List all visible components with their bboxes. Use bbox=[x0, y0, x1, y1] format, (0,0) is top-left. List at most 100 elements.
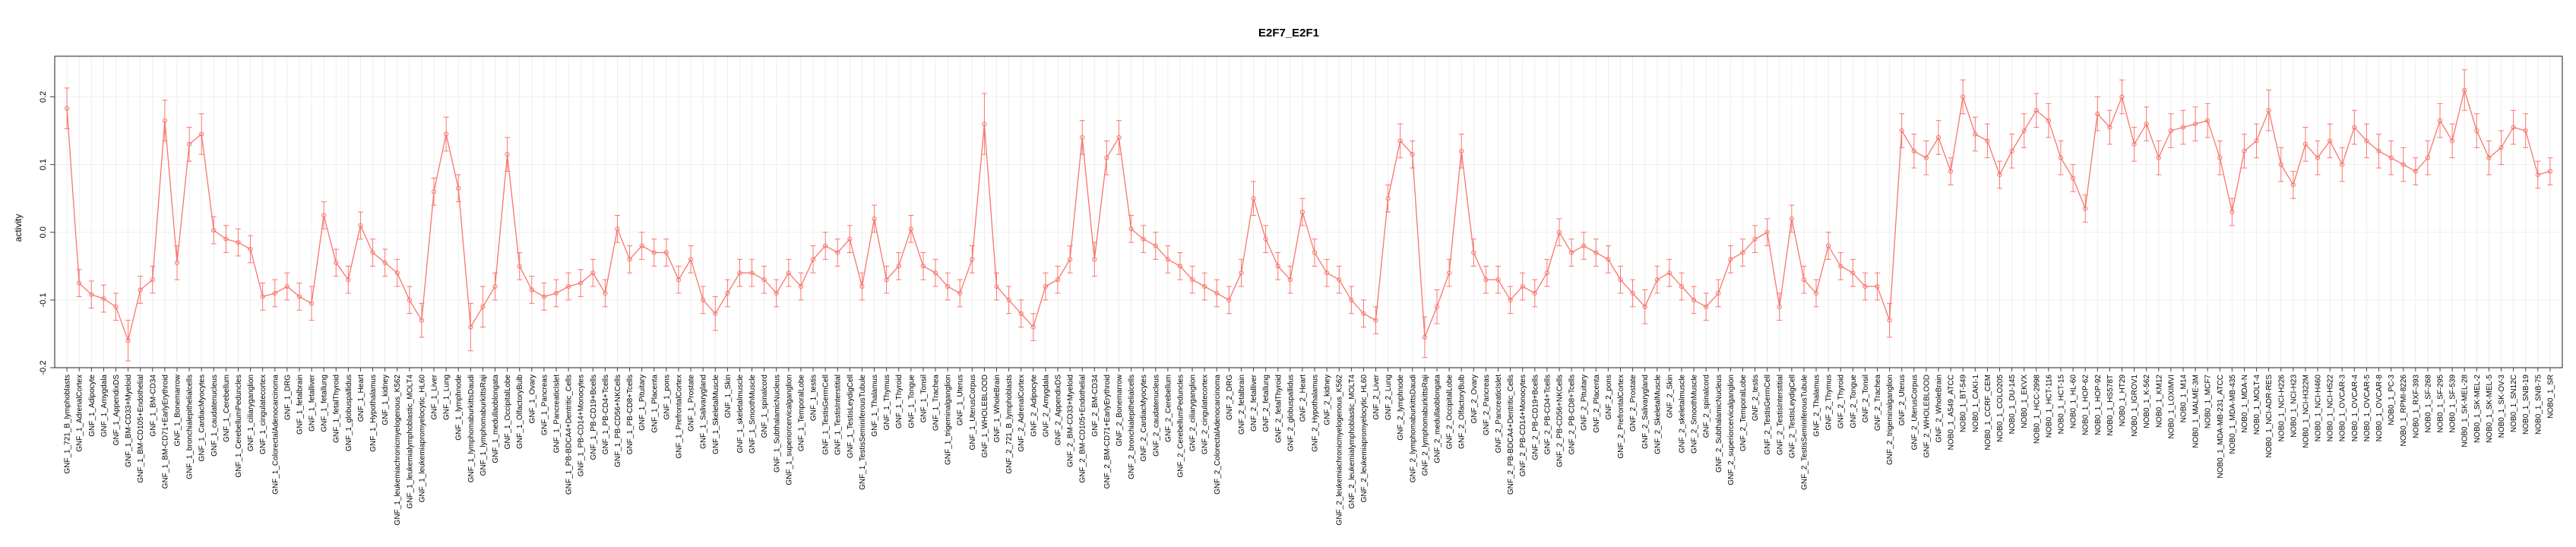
data-point bbox=[2535, 172, 2540, 178]
data-point bbox=[2156, 155, 2161, 160]
x-tick-label: GNF_1_TestisInterstitial bbox=[834, 375, 843, 455]
x-tick-label: NOB0_1_HL-60 bbox=[2070, 375, 2078, 429]
x-tick-label: GNF_2_fetalThyroid bbox=[1274, 375, 1283, 443]
data-point bbox=[1593, 250, 1599, 255]
x-tick-label: GNF_1_Pancreas bbox=[540, 375, 549, 435]
data-point bbox=[701, 297, 706, 302]
data-point bbox=[1630, 290, 1635, 296]
data-point bbox=[651, 250, 657, 255]
x-tick-label: GNF_2_Skin bbox=[1666, 375, 1674, 418]
data-point bbox=[1862, 283, 1868, 289]
x-tick-label: GNF_1_WholeBrain bbox=[993, 375, 1002, 442]
x-tick-label: NOB0_1_KM12 bbox=[2155, 375, 2163, 428]
x-tick-label: GNF_2_leukemiachronicmyelogenous_K562 bbox=[1336, 375, 1344, 526]
data-point bbox=[296, 294, 302, 299]
data-point bbox=[1397, 138, 1403, 144]
data-point bbox=[1202, 283, 1207, 289]
data-point bbox=[663, 250, 669, 255]
x-tick-label: NOB0_1_OVCAR-3 bbox=[2339, 375, 2347, 442]
data-point bbox=[2450, 138, 2455, 144]
data-point bbox=[1606, 257, 1611, 262]
x-tick-label: GNF_1_fetallung bbox=[321, 375, 329, 432]
data-point bbox=[260, 294, 265, 299]
data-point bbox=[1568, 250, 1574, 255]
data-point bbox=[456, 185, 461, 191]
x-tick-label: GNF_2_PB-BDCA4+Dentritic_Cells bbox=[1507, 375, 1515, 495]
data-point bbox=[284, 283, 290, 289]
data-point bbox=[2168, 128, 2173, 134]
data-point bbox=[553, 290, 559, 296]
x-tick-label: GNF_1_CardiacMyocytes bbox=[198, 375, 207, 461]
plot-frame bbox=[54, 55, 2563, 368]
x-tick-label: NOB0_1_LOXIMVI bbox=[2167, 375, 2176, 438]
data-point bbox=[908, 226, 913, 232]
x-tick-label: GNF_1_TestisSeminiferousTubule bbox=[859, 375, 867, 490]
x-tick-label: GNF_1_OccipitalLobe bbox=[504, 375, 512, 450]
data-point bbox=[945, 283, 951, 289]
x-tick-label: GNF_1_TestisLeydigCell bbox=[847, 375, 855, 458]
data-point bbox=[1128, 226, 1134, 232]
x-tick-label: GNF_2_SubthalamicNucleus bbox=[1715, 375, 1723, 473]
data-point bbox=[1080, 134, 1085, 141]
data-point bbox=[835, 250, 840, 255]
data-point bbox=[431, 189, 437, 194]
x-tick-label: NOB0_1_NCI-H322M bbox=[2302, 375, 2310, 448]
x-tick-label: NOB0_1_DU-145 bbox=[2008, 375, 2017, 435]
data-point bbox=[982, 122, 987, 127]
x-tick-label: GNF_1_Liver bbox=[431, 374, 439, 419]
data-point bbox=[1691, 297, 1697, 302]
x-tick-label: GNF_2_BM-CD34 bbox=[1091, 375, 1100, 437]
x-tick-label: GNF_1_Tongue bbox=[907, 375, 916, 428]
x-tick-label: NOB0_1_NCI-H522 bbox=[2327, 375, 2335, 442]
x-tick-label: GNF_1_AppendixDS bbox=[112, 375, 121, 446]
data-point bbox=[1935, 134, 1941, 141]
x-tick-label: GNF_1_721_B_lymphoblasts bbox=[64, 375, 72, 474]
data-point bbox=[2352, 125, 2357, 130]
x-tick-label: GNF_2_Thalamus bbox=[1813, 375, 1821, 437]
x-tick-label: GNF_1_Lung bbox=[443, 375, 451, 420]
data-point bbox=[2144, 122, 2149, 127]
data-point bbox=[2107, 125, 2112, 130]
x-tick-label: GNF_1_SubthalamicNucleus bbox=[773, 375, 781, 473]
data-point bbox=[2033, 108, 2039, 113]
data-point bbox=[89, 292, 94, 297]
data-point bbox=[810, 257, 816, 262]
data-point bbox=[749, 270, 755, 276]
x-tick-label: NOB0_1_MALME-3M bbox=[2192, 375, 2201, 448]
x-tick-label: NOB0_1_NCI-H460 bbox=[2315, 375, 2323, 442]
x-tick-label: GNF_1_fetalbrain bbox=[296, 375, 304, 435]
x-tick-label: GNF_1_globuspallidus bbox=[345, 375, 353, 451]
x-tick-label: GNF_1_bronchialepithelialcells bbox=[186, 375, 195, 479]
x-tick-label: GNF_2_Adipocyte bbox=[1030, 375, 1038, 437]
x-tick-label: GNF_2_Prostate bbox=[1629, 375, 1638, 432]
data-point bbox=[1544, 270, 1550, 276]
data-point bbox=[1263, 236, 1268, 242]
data-point bbox=[223, 236, 229, 242]
data-point bbox=[1312, 250, 1318, 255]
x-tick-label: NOB0_1_MDA-N bbox=[2241, 375, 2249, 433]
data-point bbox=[541, 294, 547, 299]
data-point bbox=[138, 287, 143, 292]
x-tick-label: GNF_2_TemporalLobe bbox=[1739, 375, 1748, 452]
x-tick-label: NOB0_1_SK-MEL-28 bbox=[2461, 375, 2470, 447]
x-tick-label: GNF_2_pons bbox=[1605, 375, 1613, 419]
x-tick-label: GNF_1_lymphomaburkittsDaudi bbox=[467, 375, 476, 482]
data-point bbox=[970, 257, 975, 262]
x-tick-label: NOB0_1_K-562 bbox=[2143, 375, 2151, 428]
x-tick-label: GNF_2_PB-CD19+Bcells bbox=[1531, 375, 1540, 460]
x-tick-label: GNF_1_cingulatecortex bbox=[259, 375, 267, 454]
data-point bbox=[2462, 87, 2467, 93]
x-tick-label: NOB0_1_MCF7 bbox=[2204, 375, 2213, 429]
data-point bbox=[309, 301, 315, 306]
x-tick-label: GNF_2_Bonemarrow bbox=[1116, 374, 1124, 446]
x-tick-label: NOB0_1_HS578T bbox=[2106, 375, 2115, 436]
x-tick-label: GNF_2_Heart bbox=[1299, 375, 1307, 422]
data-point bbox=[994, 283, 999, 289]
x-tick-label: GNF_1_BM-CD33+Myeloid bbox=[125, 375, 133, 467]
x-tick-label: GNF_1_SmoothMuscle bbox=[748, 375, 757, 454]
x-tick-label: NOB0_1_SK-MEL-5 bbox=[2486, 375, 2494, 443]
data-point bbox=[920, 264, 926, 269]
x-tick-label: GNF_2_Hypothalamus bbox=[1312, 375, 1320, 452]
data-point bbox=[565, 283, 571, 289]
